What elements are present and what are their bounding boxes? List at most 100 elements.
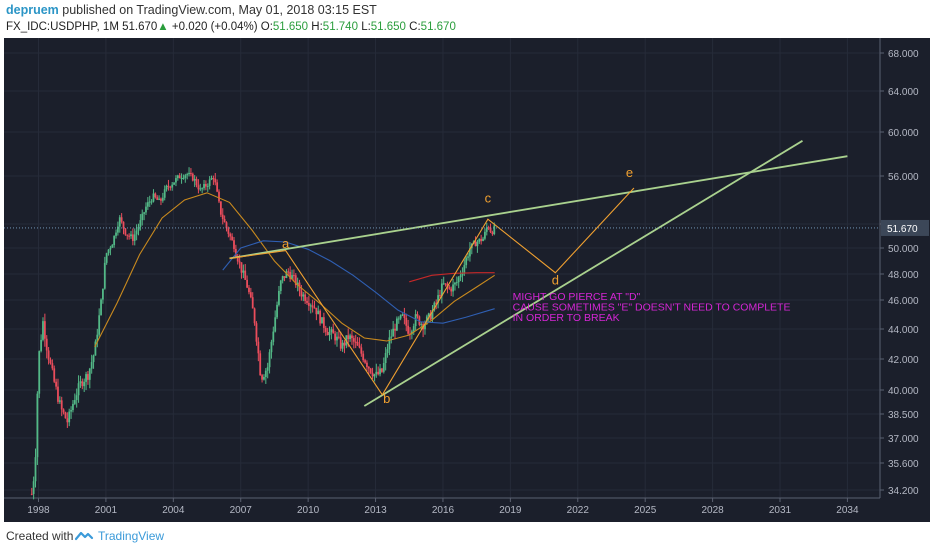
candle-body [92, 355, 95, 363]
annotation-line: MIGHT GO PIERCE AT "D" [513, 291, 641, 303]
candle-body [420, 324, 423, 326]
y-tick-label: 38.500 [888, 410, 919, 421]
candle-body [270, 341, 273, 353]
candle-body [382, 363, 385, 372]
candle-body [139, 220, 142, 227]
candle-body [427, 313, 430, 317]
candle-body [429, 313, 432, 320]
candle-body [437, 295, 439, 303]
candle-body [102, 288, 104, 300]
low-label: L: [361, 21, 371, 33]
x-tick-label: 2028 [701, 505, 724, 516]
candle-body [351, 335, 353, 339]
candle-body [158, 198, 160, 200]
candle-body [188, 172, 190, 175]
candle-body [480, 238, 483, 241]
chart-area[interactable]: a b c d e MIGHT GO PIERCE AT "D" CAUSE SOMETIM… [4, 38, 930, 522]
candle-body [128, 235, 131, 237]
candle-body [173, 182, 175, 185]
trendline [363, 140, 803, 407]
candle-body [135, 230, 138, 235]
candle-body [100, 299, 102, 316]
candle-body [107, 249, 110, 254]
publish-info: depruem published on TradingView.com, Ma… [6, 3, 377, 17]
candle-body [145, 206, 147, 213]
candle-body [150, 201, 153, 203]
candle-body [148, 201, 151, 203]
candle-body [354, 341, 357, 343]
candle-body [45, 338, 48, 351]
candle-body [103, 262, 106, 289]
y-tick-label: 68.000 [888, 49, 919, 60]
candle-body [68, 411, 71, 423]
candle-body [186, 174, 189, 176]
candle-body [137, 226, 140, 231]
candle-body [352, 338, 355, 342]
candle-body [326, 331, 329, 336]
candle-body [407, 325, 410, 334]
close-value: 51.670 [420, 21, 456, 33]
tradingview-brand-link[interactable]: TradingView [98, 529, 165, 543]
candle-body [236, 256, 239, 262]
candle-body [395, 318, 398, 331]
candle-body [32, 481, 35, 494]
y-tick-label: 56.000 [888, 172, 919, 183]
candle-body [240, 262, 243, 273]
elliott-wave-path [229, 187, 635, 396]
candle-body [167, 185, 170, 187]
candle-body [161, 197, 164, 201]
candle-body [455, 282, 458, 284]
publish-text: published on TradingView.com, May 01, 20… [58, 3, 377, 17]
symbol-info: FX_IDC:USDPHP, 1M 51.670▲ +0.020 (+0.04%… [6, 21, 456, 33]
x-tick-label: 2010 [297, 505, 320, 516]
price-chart[interactable]: a b c d e MIGHT GO PIERCE AT "D"CAUSE SOMETIM… [4, 38, 930, 522]
candle-body [263, 376, 265, 380]
candle-body [360, 347, 363, 354]
candle-body [182, 177, 185, 179]
candle-body [229, 233, 232, 237]
wave-label-c: c [485, 190, 492, 205]
x-tick-label: 2007 [230, 505, 253, 516]
candle-body [79, 381, 82, 384]
candle-body [199, 188, 202, 190]
created-with-label: Created with [6, 529, 74, 543]
candle-body [116, 226, 119, 233]
open-label: O: [260, 21, 273, 33]
candle-body [293, 275, 295, 277]
candle-body [38, 351, 41, 394]
annotation: MIGHT GO PIERCE AT "D"CAUSE SOMETIMES "E… [513, 291, 791, 324]
candle-body [362, 353, 365, 361]
candle-body [176, 175, 179, 179]
candle-body [337, 336, 340, 338]
candle-body [62, 409, 65, 413]
candle-body [433, 302, 436, 311]
candle-body [190, 172, 192, 174]
y-tick-label: 48.000 [888, 270, 919, 281]
candle-body [113, 235, 116, 246]
x-tick-label: 2031 [769, 505, 792, 516]
candle-body [291, 275, 293, 279]
candle-body [30, 493, 33, 495]
candle-body [73, 400, 76, 404]
candle-body [203, 184, 205, 189]
symbol-label[interactable]: FX_IDC:USDPHP, 1M [6, 21, 119, 33]
candle-body [165, 185, 168, 190]
candle-body [272, 331, 275, 342]
candle-body [487, 227, 490, 229]
candle-body [143, 212, 146, 214]
candle-body [43, 321, 46, 339]
candle-body [216, 182, 219, 192]
moving-average-line [409, 272, 495, 283]
candle-body [249, 292, 252, 298]
candle-body [341, 342, 344, 349]
candle-body [40, 339, 43, 352]
candle-body [72, 403, 74, 411]
candle-body [193, 178, 196, 181]
candle-body [278, 290, 280, 305]
candle-body [268, 352, 271, 368]
candle-body [444, 283, 447, 285]
candle-body [401, 314, 404, 316]
chart-footer: Created with TradingView [0, 522, 932, 550]
author-link[interactable]: depruem [6, 3, 59, 17]
candle-body [435, 302, 438, 304]
